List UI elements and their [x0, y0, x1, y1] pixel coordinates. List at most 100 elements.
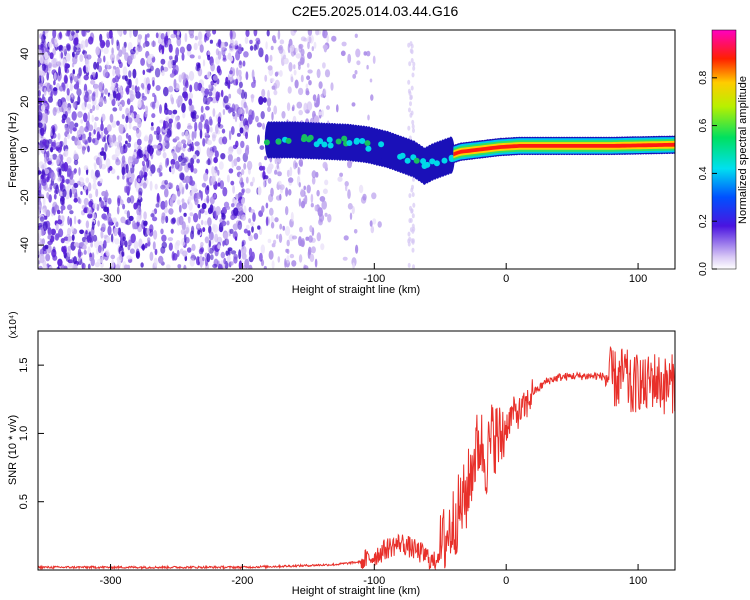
noise-speckle: [200, 105, 204, 113]
noise-speckle: [351, 206, 355, 215]
noise-speckle: [309, 225, 313, 233]
noise-speckle: [185, 80, 189, 89]
noise-speckle: [271, 111, 274, 121]
noise-speckle: [179, 46, 185, 54]
noise-speckle: [150, 125, 155, 131]
noise-speckle: [162, 66, 169, 72]
noise-speckle: [105, 249, 110, 257]
noise-speckle: [91, 221, 95, 231]
noise-speckle: [269, 54, 273, 62]
noise-speckle: [161, 212, 166, 221]
noise-speckle: [62, 178, 65, 184]
noise-speckle: [222, 186, 228, 197]
noise-speckle: [234, 40, 238, 47]
noise-speckle: [199, 128, 203, 139]
noise-speckle: [128, 70, 132, 78]
noise-speckle: [229, 30, 233, 40]
noise-speckle: [215, 124, 219, 134]
noise-speckle: [97, 220, 100, 227]
noise-speckle: [243, 101, 247, 109]
noise-speckle: [110, 86, 115, 91]
noise-speckle: [241, 115, 244, 124]
noise-speckle: [294, 162, 298, 169]
noise-speckle: [107, 166, 111, 174]
noise-speckle: [166, 264, 171, 269]
noise-speckle: [242, 60, 246, 67]
noise-speckle: [187, 216, 191, 221]
noise-speckle: [191, 141, 194, 152]
noise-speckle: [44, 51, 49, 60]
noise-speckle: [83, 249, 87, 255]
noise-speckle: [210, 175, 216, 186]
noise-speckle: [188, 201, 193, 211]
y-tick-label: 20: [19, 96, 31, 108]
noise-speckle: [319, 196, 326, 202]
noise-speckle: [308, 80, 312, 86]
noise-speckle: [129, 104, 134, 114]
noise-speckle: [79, 54, 84, 62]
noise-speckle: [164, 134, 170, 143]
noise-speckle: [74, 122, 79, 128]
noise-speckle: [92, 234, 98, 242]
noise-speckle: [165, 215, 169, 224]
noise-speckle: [190, 253, 195, 261]
noise-speckle: [179, 173, 185, 181]
noise-speckle: [53, 193, 57, 200]
noise-speckle: [121, 114, 125, 120]
noise-speckle: [39, 55, 44, 64]
noise-speckle: [194, 197, 199, 206]
noise-speckle: [67, 165, 72, 173]
noise-speckle: [54, 37, 58, 45]
noise-speckle: [274, 169, 278, 175]
noise-speckle: [54, 204, 58, 209]
noise-speckle: [181, 52, 185, 61]
noise-speckle: [162, 152, 167, 159]
noise-speckle: [77, 180, 81, 186]
noise-speckle: [291, 260, 297, 267]
ridge-blob: [341, 135, 348, 142]
noise-speckle: [149, 224, 154, 233]
noise-speckle: [184, 175, 191, 184]
noise-speckle: [134, 85, 138, 94]
ridge-blob: [378, 141, 385, 148]
noise-speckle: [49, 52, 54, 60]
noise-speckle: [339, 172, 343, 177]
noise-speckle: [73, 182, 79, 188]
noise-speckle: [81, 133, 86, 144]
noise-speckle: [187, 92, 194, 100]
noise-speckle: [156, 144, 162, 149]
noise-speckle: [212, 145, 217, 153]
noise-speckle: [292, 104, 295, 111]
noise-speckle: [38, 170, 42, 175]
noise-speckle: [186, 43, 192, 52]
noise-speckle: [124, 210, 128, 215]
noise-speckle: [311, 170, 317, 179]
noise-speckle: [409, 218, 413, 223]
noise-speckle: [204, 210, 208, 215]
noise-speckle: [410, 49, 414, 55]
noise-speckle: [38, 89, 41, 97]
ridge-blob: [404, 157, 411, 164]
noise-speckle: [125, 140, 128, 145]
noise-speckle: [211, 166, 215, 176]
noise-speckle: [106, 124, 112, 132]
noise-speckle: [107, 197, 112, 205]
noise-speckle: [197, 204, 201, 209]
noise-speckle: [115, 147, 121, 157]
noise-speckle: [340, 50, 346, 57]
noise-speckle: [176, 141, 182, 148]
noise-speckle: [372, 55, 376, 64]
noise-speckle: [60, 204, 66, 211]
noise-speckle: [411, 192, 415, 198]
noise-speckle: [221, 128, 226, 134]
noise-speckle: [49, 84, 53, 90]
noise-speckle: [136, 214, 141, 223]
noise-speckle: [138, 187, 143, 196]
noise-speckle: [274, 79, 280, 89]
noise-speckle: [147, 55, 152, 65]
noise-speckle: [306, 63, 310, 68]
noise-speckle: [178, 100, 183, 106]
noise-speckle: [53, 80, 56, 86]
noise-speckle: [309, 253, 315, 263]
